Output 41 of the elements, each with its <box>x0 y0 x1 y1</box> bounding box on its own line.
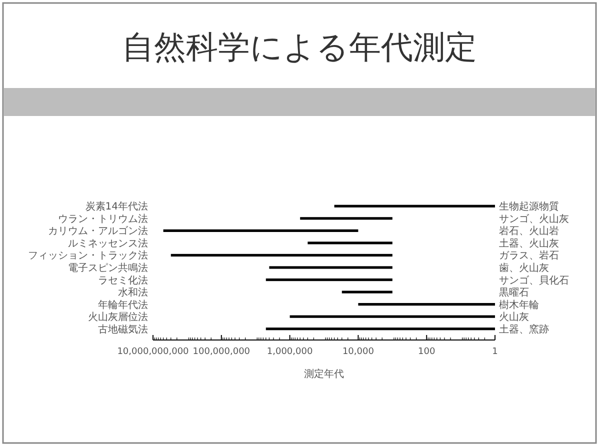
text: 生物起源物質 <box>499 200 559 213</box>
text: 土器、火山灰 <box>499 237 559 250</box>
bar <box>334 204 495 208</box>
bar <box>308 242 392 244</box>
bar <box>266 328 495 330</box>
y-tick-label: 水和法 <box>118 286 148 299</box>
bar <box>290 315 495 318</box>
x-tick-label: 10,000,000,000 <box>117 347 190 357</box>
bar <box>170 254 392 257</box>
y-tick-label: ラセミ化法 <box>98 274 148 286</box>
y-tick-label: ルミネッセンス法 <box>68 237 148 250</box>
y-tick-label: カリウム・アルゴン法 <box>48 225 148 238</box>
text: 樹木年輪 <box>499 298 539 311</box>
y-tick-label: 炭素14年代法 <box>85 200 148 213</box>
bar <box>358 303 495 306</box>
y-tick-label: 古地磁気法 <box>98 323 148 336</box>
x-tick-label: 10,000 <box>342 347 374 357</box>
y-tick-label: ウラン・トリウム法 <box>58 212 148 225</box>
chart-title: 自然科学による年代測定 <box>122 28 477 66</box>
y-tick-label: 電子スピン共鳴法 <box>68 262 148 274</box>
text: 火山灰 <box>499 311 529 324</box>
bar <box>269 266 392 269</box>
text: ガラス、岩石 <box>499 250 559 262</box>
x-tick-label: 100 <box>418 347 436 357</box>
x-tick-label: 1 <box>492 347 498 357</box>
text: サンゴ、貝化石 <box>499 274 569 286</box>
bar <box>342 290 392 294</box>
bar <box>266 278 392 282</box>
bar <box>300 217 392 220</box>
y-tick-label: フィッション・トラック法 <box>28 250 148 262</box>
text: 黒曜石 <box>499 286 529 299</box>
y-tick-label: 年輪年代法 <box>98 298 148 311</box>
bar <box>163 229 358 232</box>
x-tick-label: 100,000,000 <box>192 347 250 357</box>
text: サンゴ、火山灰 <box>499 212 569 225</box>
text: 歯、火山灰 <box>499 262 549 274</box>
text: 岩石、火山岩 <box>499 225 559 238</box>
text: 土器、窯跡 <box>499 323 549 336</box>
x-tick-label: 1,000,000 <box>266 347 313 357</box>
y-tick-label: 火山灰層位法 <box>88 311 148 324</box>
x-axis-title: 測定年代 <box>304 368 344 380</box>
